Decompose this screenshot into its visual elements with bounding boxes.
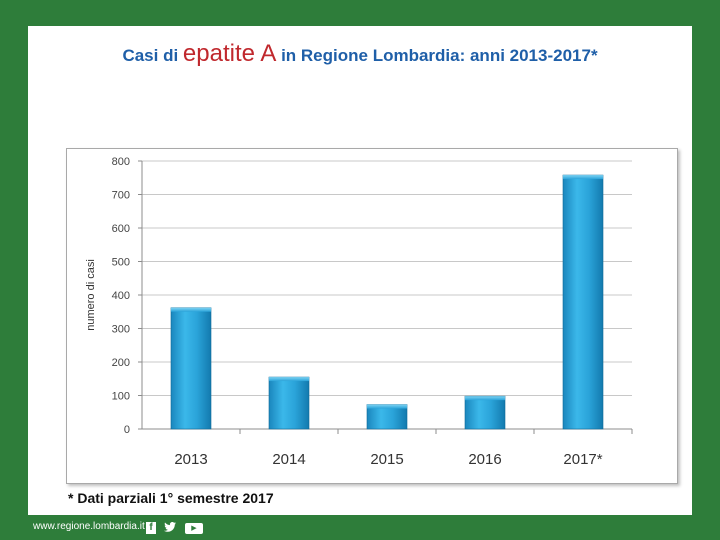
y-tick-label: 700 <box>112 190 130 202</box>
youtube-icon[interactable]: ▶ <box>184 522 203 534</box>
footer-url-link[interactable]: www.regione.lombardia.it <box>33 521 145 532</box>
facebook-icon[interactable]: f <box>146 522 156 534</box>
x-tick-label: 2017* <box>563 451 602 468</box>
bar-cap <box>171 307 211 312</box>
footnote: * Dati parziali 1° semestre 2017 <box>68 490 274 506</box>
chart-frame: 0 100 200 300 400 500 600 700 800 numero di casi 2… <box>66 148 678 484</box>
y-tick-label: 100 <box>112 391 130 403</box>
x-tick-label: 2014 <box>272 451 305 468</box>
x-tick-label: 2013 <box>174 451 207 468</box>
slide-title: Casi di epatite A in Regione Lombardia: … <box>28 40 692 68</box>
title-highlight: epatite A <box>182 40 277 67</box>
x-tick-label: 2015 <box>370 451 403 468</box>
twitter-icon[interactable] <box>164 519 177 537</box>
title-prefix: Casi di <box>122 46 179 65</box>
bar-2013 <box>170 307 212 430</box>
y-tick-label: 200 <box>112 357 130 369</box>
bar-cap <box>465 396 505 401</box>
bar-2014 <box>268 376 310 430</box>
slide: Casi di epatite A in Regione Lombardia: … <box>28 26 692 515</box>
bar-cap <box>367 404 407 409</box>
bar-2015 <box>366 404 408 430</box>
social-icons: f ▶ <box>146 519 207 535</box>
y-tick-label: 500 <box>112 257 130 269</box>
bar-chart: 0 100 200 300 400 500 600 700 800 numero di casi 2… <box>85 156 633 468</box>
bar-2016 <box>464 395 506 430</box>
y-tick-label: 600 <box>112 223 130 235</box>
bar-cap <box>269 377 309 382</box>
x-tick-label: 2016 <box>468 451 501 468</box>
y-tick-label: 800 <box>112 156 130 168</box>
bar-cap <box>563 175 603 180</box>
y-tick-label: 400 <box>112 290 130 302</box>
title-suffix: in Regione Lombardia: anni 2013-2017* <box>281 46 598 65</box>
bar-2017 <box>562 174 604 430</box>
y-axis-label: numero di casi <box>85 259 97 331</box>
y-tick-label: 300 <box>112 324 130 336</box>
y-tick-label: 0 <box>124 424 130 436</box>
footer-bar: www.regione.lombardia.it f ▶ <box>0 515 720 540</box>
